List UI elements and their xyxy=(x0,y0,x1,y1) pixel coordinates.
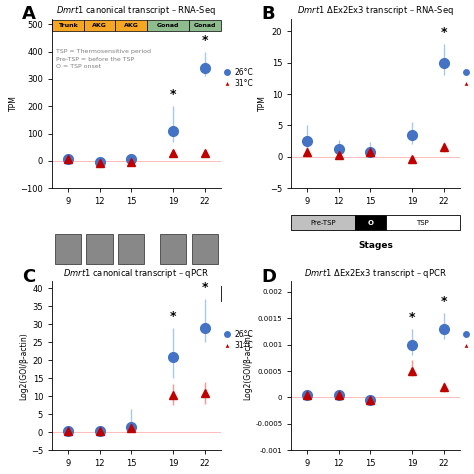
Title: $\it{Dmrt1}$ canonical transcript – qPCR: $\it{Dmrt1}$ canonical transcript – qPCR xyxy=(64,266,209,280)
Text: *: * xyxy=(170,310,176,323)
Bar xyxy=(52,286,115,301)
Bar xyxy=(115,20,147,31)
Legend: 26°C, 31°C: 26°C, 31°C xyxy=(225,67,254,89)
Text: *: * xyxy=(441,295,447,308)
Bar xyxy=(386,215,460,230)
Text: C: C xyxy=(22,268,35,286)
Bar xyxy=(160,234,186,264)
Text: Stages: Stages xyxy=(119,311,154,320)
Text: *: * xyxy=(201,34,208,46)
Bar xyxy=(191,234,218,264)
Bar xyxy=(84,20,115,31)
Text: TSP: TSP xyxy=(417,220,429,226)
Y-axis label: Log2(GOI/β-actin): Log2(GOI/β-actin) xyxy=(244,332,252,400)
Text: O: O xyxy=(367,220,374,226)
Text: A: A xyxy=(22,5,36,23)
Title: $\it{Dmrt1}$ ΔEx2Ex3 transcript – RNA-Seq: $\it{Dmrt1}$ ΔEx2Ex3 transcript – RNA-Se… xyxy=(297,4,454,18)
Bar xyxy=(118,234,144,264)
Text: B: B xyxy=(261,5,274,23)
Text: TSP: TSP xyxy=(177,291,190,297)
Text: AKG: AKG xyxy=(124,23,138,28)
Y-axis label: Log2(GOI/β-actin): Log2(GOI/β-actin) xyxy=(19,332,28,400)
Text: *: * xyxy=(201,281,208,294)
Bar xyxy=(52,20,84,31)
Bar xyxy=(147,20,189,31)
Legend: 26°C, 31°C: 26°C, 31°C xyxy=(225,329,254,351)
Bar xyxy=(292,215,355,230)
Title: $\it{Dmrt1}$ ΔEx2Ex3 transcript – qPCR: $\it{Dmrt1}$ ΔEx2Ex3 transcript – qPCR xyxy=(304,266,447,280)
Text: *: * xyxy=(441,26,447,39)
Bar xyxy=(55,234,81,264)
Text: *: * xyxy=(170,88,176,101)
Text: Pre-TSP: Pre-TSP xyxy=(310,220,336,226)
Text: AKG: AKG xyxy=(92,23,107,28)
Text: D: D xyxy=(261,268,276,286)
Y-axis label: TPM: TPM xyxy=(9,96,18,111)
Text: Stages: Stages xyxy=(358,240,393,249)
Bar xyxy=(355,215,386,230)
Bar xyxy=(86,234,113,264)
Text: Gonad: Gonad xyxy=(193,23,216,28)
Bar xyxy=(189,20,220,31)
Text: Trunk: Trunk xyxy=(58,23,78,28)
Text: O: O xyxy=(128,291,134,297)
Title: $\it{Dmrt1}$ canonical transcript – RNA-Seq: $\it{Dmrt1}$ canonical transcript – RNA-… xyxy=(56,4,216,18)
Bar xyxy=(147,286,220,301)
Bar xyxy=(115,286,147,301)
Text: *: * xyxy=(409,310,416,324)
Text: TSP = Thermosensitive period
Pre-TSP = before the TSP
O = TSP onset: TSP = Thermosensitive period Pre-TSP = b… xyxy=(55,49,151,69)
Text: Pre-TSP: Pre-TSP xyxy=(71,291,97,297)
Text: Gonad: Gonad xyxy=(157,23,179,28)
Y-axis label: TPM: TPM xyxy=(258,96,267,111)
Legend: 26°C, 31°C: 26°C, 31°C xyxy=(465,329,474,351)
Legend: 26°C, 31°C: 26°C, 31°C xyxy=(465,67,474,89)
